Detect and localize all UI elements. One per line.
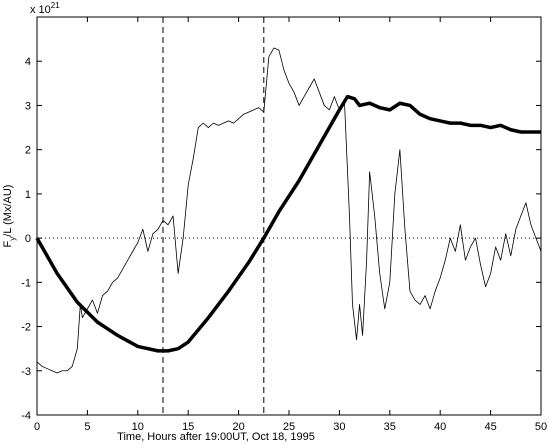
y-tick-label: 0 (25, 233, 31, 245)
y-label-sub: y (8, 237, 17, 241)
x-tick-label: 5 (84, 421, 90, 433)
y-label-rest: /L (Mx/AU) (2, 185, 14, 237)
y-tick-label: -2 (21, 322, 31, 334)
multiplier: x 1021 (30, 1, 60, 16)
x-tick-label: 35 (384, 421, 396, 433)
y-tick-label: 3 (25, 100, 31, 112)
series-line (36, 47, 542, 374)
x-tick-label: 0 (34, 421, 40, 433)
x-tick-label: 20 (232, 421, 244, 433)
y-axis-label: Fy/L (Mx/AU) (2, 185, 17, 248)
x-tick-label: 25 (283, 421, 295, 433)
x-tick-label: 40 (434, 421, 446, 433)
x-tick-label: 15 (182, 421, 194, 433)
y-tick-label: 4 (25, 56, 31, 68)
y-tick-label: -1 (21, 277, 31, 289)
y-tick-label: -3 (21, 366, 31, 378)
multiplier-exponent: 21 (51, 1, 60, 10)
series-line (35, 94, 541, 353)
x-tick-label: 10 (132, 421, 144, 433)
x-tick-label: 50 (535, 421, 547, 433)
x-tick-label: 45 (484, 421, 496, 433)
multiplier-base: x 10 (30, 4, 51, 16)
y-tick-label: 1 (25, 189, 31, 201)
x-axis-label: Time, Hours after 19:00UT, Oct 18, 1995 (117, 431, 315, 443)
y-tick-label: 2 (25, 145, 31, 157)
y-tick-label: -4 (21, 410, 31, 422)
x-tick-label: 30 (333, 421, 345, 433)
y-label-main: F (2, 240, 14, 247)
